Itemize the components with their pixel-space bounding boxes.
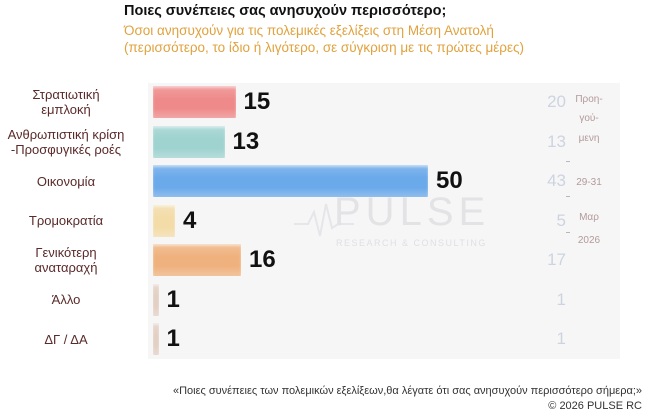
category-label: Ανθρωπιστική κρίση -Προσφυγικές ροές: [0, 127, 132, 157]
category-label-line: εμπλοκή: [41, 102, 91, 117]
bar-value-label: 1: [166, 285, 180, 313]
note-tick-mark: [566, 196, 570, 197]
bar: [153, 323, 159, 355]
category-label-line: Τρομοκρατία: [28, 213, 104, 228]
previous-note-line: Προη-: [575, 94, 603, 105]
category-label: Γενικότερη αναταραχή: [0, 245, 132, 275]
category-label: Στρατιωτική εμπλοκή: [0, 87, 132, 117]
chart-title: Ποιες συνέπειες σας ανησυχούν περισσότερ…: [124, 3, 447, 19]
bar-value-label: 4: [183, 206, 197, 234]
category-label-line: Στρατιωτική: [32, 87, 100, 102]
previous-note-line: 29-31: [576, 177, 602, 188]
question-footnote: «Ποιες συνέπειες των πολεμικών εξελίξεων…: [172, 385, 642, 397]
category-label-line: αναταραχή: [34, 260, 98, 275]
category-label-line: Γενικότερη: [35, 245, 97, 260]
category-label: Τρομοκρατία: [0, 213, 132, 228]
subtitle-line-1: Όσοι ανησυχούν για τις πολεμικές εξελίξε…: [124, 23, 494, 38]
category-label-line: Ανθρωπιστική κρίση: [7, 126, 125, 142]
bar: [153, 86, 236, 118]
bar-value-label: 15: [243, 88, 271, 115]
bar: [153, 244, 241, 276]
previous-value-label: 17: [547, 250, 566, 269]
bar: [153, 204, 175, 237]
chart-subtitle: Όσοι ανησυχούν για τις πολεμικές εξελίξε…: [124, 22, 644, 56]
previous-value-label: 5: [556, 210, 566, 230]
watermark-text: PULSE: [334, 190, 491, 234]
previous-value-label: 13: [547, 131, 566, 151]
bar-value-label: 13: [232, 127, 260, 155]
category-label-line: Οικονομία: [36, 173, 96, 189]
previous-note-line: 2026: [577, 235, 601, 246]
category-label: Οικονομία: [0, 174, 132, 189]
previous-note-line: μενη: [578, 133, 600, 144]
bar: [153, 283, 159, 316]
copyright-text: © 2026 PULSE RC: [548, 400, 642, 412]
category-label-line: -Προσφυγικές ροές: [10, 141, 122, 157]
category-label: ΔΓ / ΔΑ: [0, 332, 132, 347]
bar: [153, 125, 225, 158]
watermark-subtext: RESEARCH & CONSULTING: [336, 238, 487, 248]
bar-value-label: 1: [166, 325, 180, 352]
note-tick-mark: [566, 161, 570, 162]
watermark-logo: PULSE RESEARCH & CONSULTING: [294, 190, 491, 260]
previous-value-label: 1: [556, 329, 566, 348]
previous-value-label: 43: [547, 171, 566, 190]
note-tick-mark: [566, 232, 570, 233]
chart-plot-area: [148, 83, 620, 359]
bar: [153, 165, 428, 197]
bar-value-label: 50: [436, 167, 463, 194]
category-label: Άλλο: [0, 292, 132, 307]
previous-value-label: 1: [556, 289, 566, 309]
category-label-line: ΔΓ / ΔΑ: [44, 331, 88, 347]
subtitle-line-2: (περισσότερο, το ίδιο ή λιγότερο, σε σύγ…: [124, 40, 524, 55]
previous-value-label: 20: [547, 92, 566, 111]
pulse-wave-icon: [294, 203, 354, 237]
bar-value-label: 16: [249, 246, 276, 273]
category-label-line: Άλλο: [51, 292, 81, 307]
previous-note-line: Μαρ: [579, 212, 599, 223]
previous-note-line: γού-: [579, 113, 599, 124]
